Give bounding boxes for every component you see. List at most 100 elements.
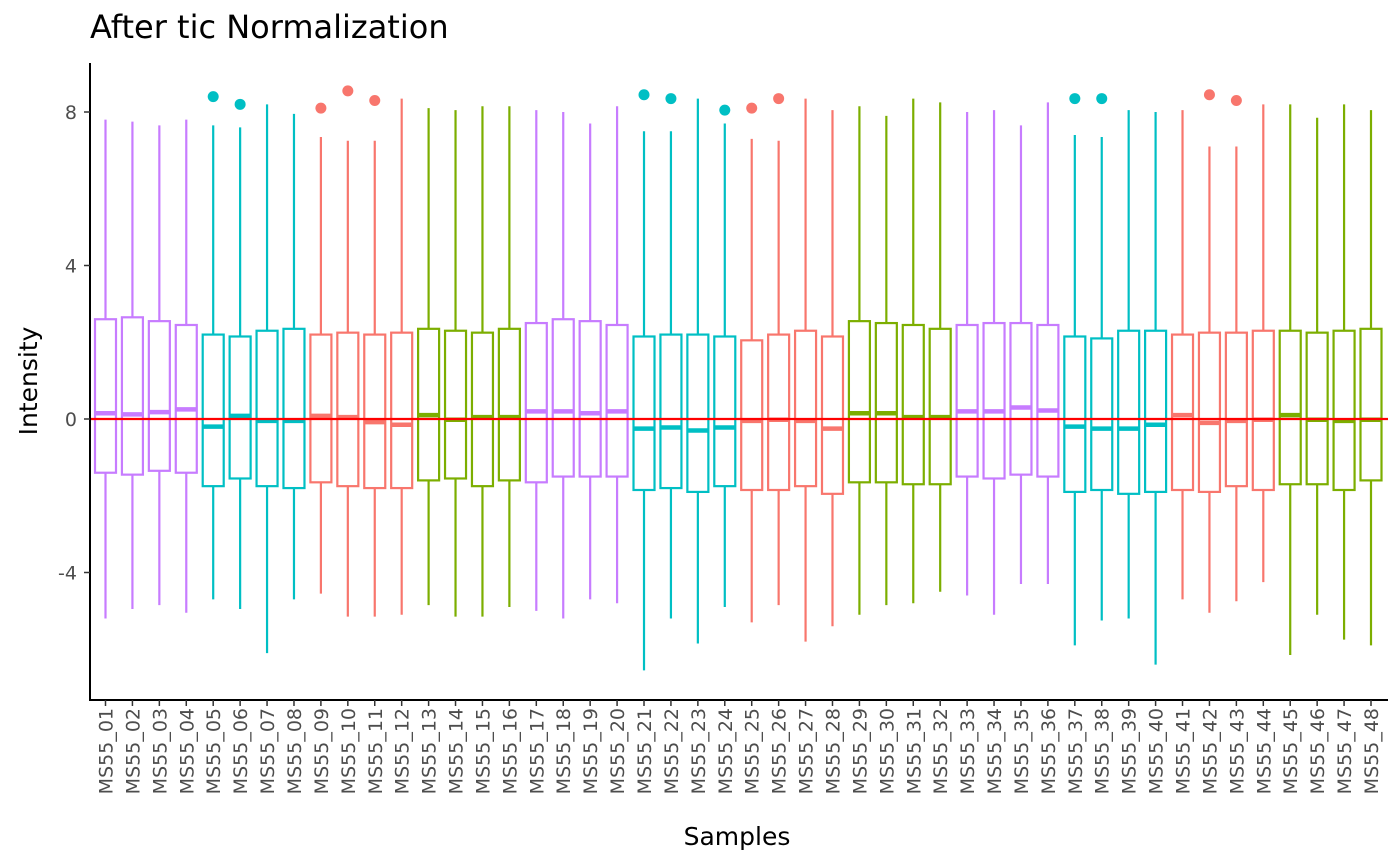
y-tick-label: 8	[65, 102, 77, 124]
box-iqr	[551, 318, 575, 478]
box-iqr	[1143, 329, 1168, 494]
box-ms55-09	[309, 102, 333, 594]
box-iqr	[390, 331, 414, 490]
x-tick-label: MS55_43	[1226, 708, 1248, 794]
y-tick-label: 4	[65, 256, 77, 278]
x-tick-label: MS55_03	[149, 708, 171, 794]
box-ms55-28	[820, 110, 845, 627]
box-ms55-15	[470, 106, 495, 617]
x-tick-label: MS55_01	[96, 708, 118, 794]
box-iqr	[659, 333, 683, 490]
box-iqr	[632, 335, 656, 492]
box-ms55-07	[255, 104, 279, 654]
outlier-point	[369, 94, 381, 106]
x-tick-label: MS55_21	[634, 708, 656, 794]
box-iqr	[174, 323, 198, 474]
box-iqr	[255, 329, 279, 488]
x-tick-label: MS55_45	[1280, 708, 1302, 794]
box-ms55-46	[1305, 117, 1329, 615]
x-tick-label: MS55_25	[742, 708, 764, 794]
box-iqr	[147, 320, 171, 472]
x-tick-label: MS55_14	[446, 708, 468, 794]
x-tick-label: MS55_34	[984, 708, 1006, 794]
box-ms55-43	[1224, 94, 1248, 602]
box-ms55-27	[793, 98, 818, 642]
box-iqr	[767, 333, 791, 492]
box-iqr	[740, 339, 764, 492]
box-ms55-01	[93, 119, 118, 619]
box-iqr	[201, 333, 225, 488]
outlier-point	[1069, 93, 1081, 105]
box-ms55-47	[1332, 104, 1356, 640]
box-ms55-16	[497, 106, 521, 608]
box-iqr	[497, 327, 521, 482]
box-ms55-04	[174, 119, 198, 613]
box-ms55-26	[767, 93, 791, 606]
box-iqr	[1170, 333, 1195, 492]
x-tick-label: MS55_02	[122, 708, 144, 794]
x-tick-label: MS55_24	[715, 708, 737, 794]
box-iqr	[793, 329, 818, 488]
x-tick-label: MS55_17	[526, 708, 548, 794]
box-iqr	[443, 329, 468, 480]
box-ms55-17	[524, 110, 548, 611]
box-ms55-14	[443, 110, 468, 617]
x-tick-label: MS55_27	[796, 708, 818, 794]
box-iqr	[93, 318, 118, 474]
x-tick-label: MS55_05	[203, 708, 225, 794]
x-tick-label: MS55_04	[176, 708, 198, 794]
x-tick-label: MS55_08	[284, 708, 306, 794]
outlier-point	[773, 93, 785, 105]
outlier-point	[1230, 94, 1242, 106]
x-tick-label: MS55_20	[607, 708, 629, 794]
outlier-point	[638, 89, 650, 101]
box-ms55-29	[847, 106, 872, 615]
box-ms55-11	[363, 94, 387, 617]
x-tick-label: MS55_11	[365, 708, 387, 794]
box-iqr	[874, 321, 898, 484]
box-ms55-21	[632, 89, 656, 671]
box-iqr	[578, 320, 602, 478]
x-tick-label: MS55_23	[688, 708, 710, 794]
box-iqr	[686, 333, 710, 494]
box-ms55-10	[336, 85, 360, 617]
x-tick-label: MS55_35	[1011, 708, 1033, 794]
box-ms55-03	[147, 125, 171, 606]
box-ms55-35	[1009, 125, 1033, 585]
box-iqr	[1009, 321, 1033, 476]
x-tick-label: MS55_44	[1253, 708, 1275, 794]
x-tick-label: MS55_47	[1334, 708, 1356, 794]
box-ms55-23	[686, 98, 710, 644]
x-tick-label: MS55_36	[1038, 708, 1060, 794]
x-tick-label: MS55_06	[230, 708, 252, 794]
box-ms55-34	[982, 110, 1006, 615]
x-tick-label: MS55_39	[1119, 708, 1141, 794]
outlier-point	[234, 98, 246, 110]
x-axis-title: Samples	[684, 822, 791, 851]
box-ms55-22	[659, 93, 683, 619]
x-tick-label: MS55_19	[580, 708, 602, 794]
x-tick-label: MS55_10	[338, 708, 360, 794]
outlier-point	[719, 104, 731, 116]
x-tick-label: MS55_48	[1361, 708, 1383, 794]
outlier-point	[1203, 89, 1215, 101]
y-tick-label: 0	[65, 409, 77, 431]
box-iqr	[1251, 329, 1275, 492]
x-tick-label: MS55_15	[472, 708, 494, 794]
box-iqr	[363, 333, 387, 490]
box-ms55-13	[417, 108, 441, 606]
x-tick-label: MS55_12	[392, 708, 414, 794]
outlier-point	[1096, 93, 1108, 105]
box-ms55-41	[1170, 110, 1195, 600]
x-tick-label: MS55_26	[769, 708, 791, 794]
box-ms55-38	[1090, 93, 1114, 621]
box-iqr	[470, 331, 495, 488]
box-iqr	[928, 327, 952, 486]
box-iqr	[309, 333, 333, 484]
x-tick-label: MS55_41	[1173, 708, 1195, 794]
box-ms55-08	[282, 113, 306, 600]
x-tick-label: MS55_28	[822, 708, 844, 794]
x-tick-label: MS55_32	[930, 708, 952, 794]
box-ms55-12	[390, 98, 414, 615]
